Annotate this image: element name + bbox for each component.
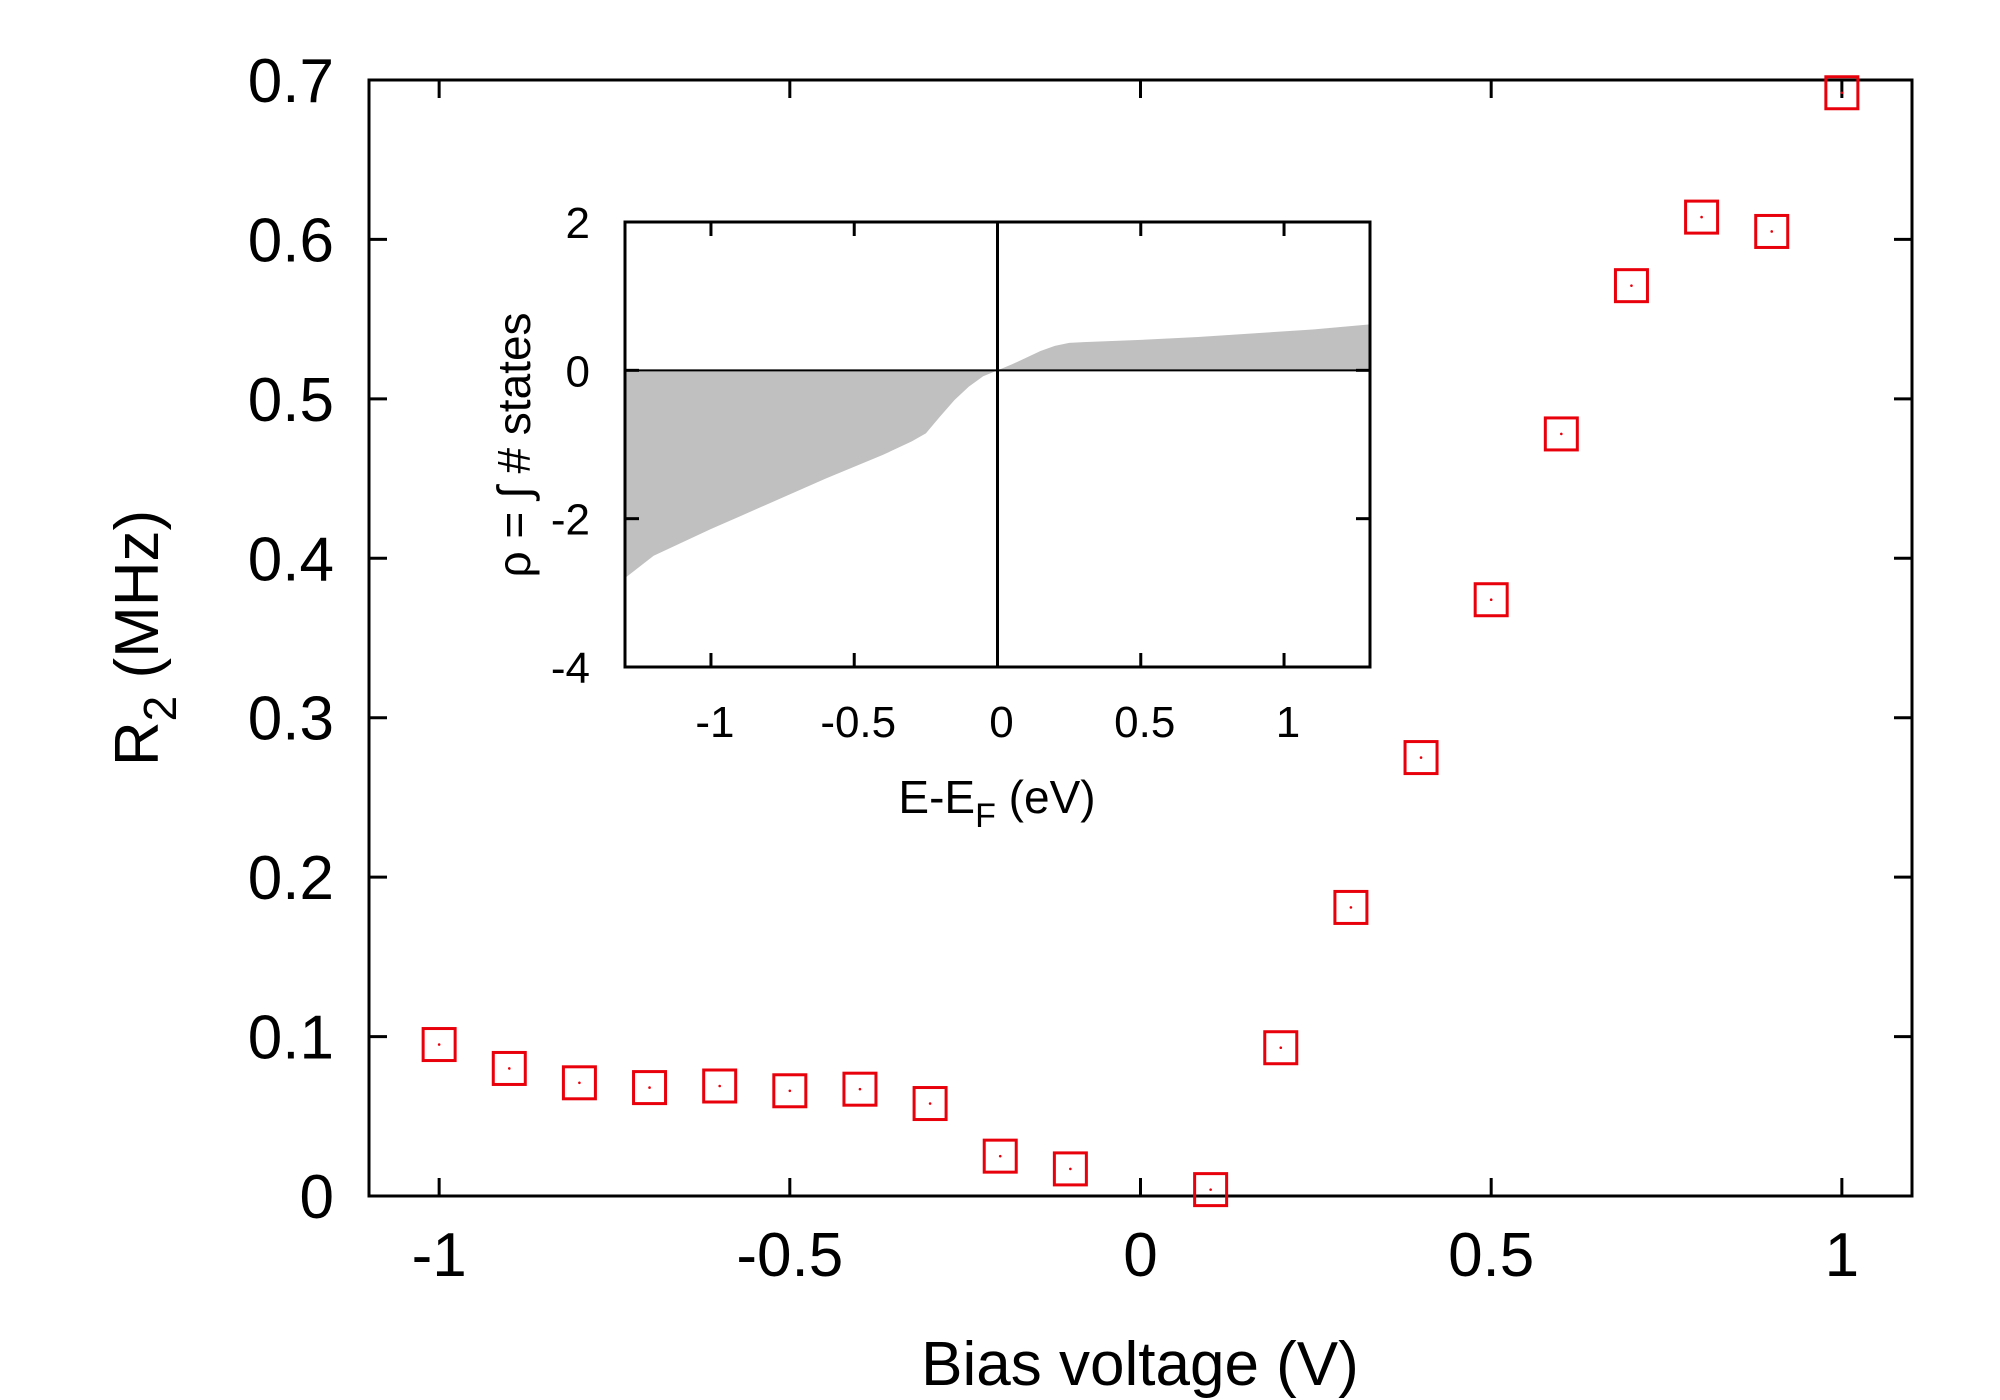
- data-point-center: [578, 1081, 581, 1085]
- main-x-tick-label: -1: [412, 1221, 467, 1290]
- inset-x-tick-label: -0.5: [820, 698, 896, 747]
- data-point: [1403, 740, 1439, 776]
- main-y-tick-label: 0.1: [248, 1004, 334, 1073]
- data-point: [632, 1070, 668, 1106]
- main-y-tick-label: 0.7: [248, 47, 334, 116]
- inset-x-axis-label: E-EF (eV): [898, 771, 1095, 835]
- data-point-center: [788, 1089, 792, 1093]
- data-point-marker: [772, 1073, 808, 1109]
- data-point: [1684, 199, 1720, 235]
- data-point-center: [718, 1084, 721, 1088]
- data-point-marker: [1403, 740, 1439, 776]
- data-point-marker: [1052, 1151, 1088, 1187]
- data-point: [491, 1050, 527, 1086]
- data-point-marker: [1824, 75, 1860, 111]
- data-point: [1824, 75, 1860, 111]
- data-point: [842, 1071, 878, 1107]
- data-point: [1754, 213, 1790, 249]
- data-point: [1193, 1172, 1229, 1208]
- data-point-marker: [702, 1068, 738, 1104]
- inset-data-area: [625, 222, 1370, 667]
- data-point-center: [998, 1154, 1002, 1158]
- data-point-center: [648, 1086, 651, 1089]
- main-y-tick-label: 0: [300, 1163, 334, 1232]
- data-point-center: [1209, 1188, 1212, 1191]
- data-point: [772, 1073, 808, 1109]
- main-y-axis-label: R2 (MHz): [103, 510, 186, 766]
- data-point-center: [1279, 1046, 1283, 1050]
- data-point-marker: [1193, 1172, 1229, 1208]
- main-tick-labels: 0 0.1 0.2 0.3 0.4 0.5 0.6 0.7 -1 -0.5 0 0.5 1: [248, 47, 1859, 1290]
- inset-x-tick-label: 0.5: [1114, 698, 1175, 747]
- data-point-marker: [1473, 582, 1509, 618]
- main-x-axis-label: Bias voltage (V): [921, 1330, 1359, 1399]
- main-plot: 0 0.1 0.2 0.3 0.4 0.5 0.6 0.7 -1 -0.5 0 0.5 1 Bias v…: [103, 47, 1914, 1399]
- data-point-marker: [982, 1138, 1018, 1174]
- data-point: [1052, 1151, 1088, 1187]
- data-point: [1543, 416, 1579, 452]
- data-point: [702, 1068, 738, 1104]
- data-point: [421, 1027, 457, 1063]
- main-x-tick-label: 0.5: [1448, 1221, 1534, 1290]
- data-point-marker: [912, 1086, 948, 1122]
- data-point-marker: [1543, 416, 1579, 452]
- main-x-tick-label: 0: [1123, 1221, 1157, 1290]
- data-point-center: [1419, 756, 1423, 759]
- data-point: [1263, 1030, 1299, 1066]
- inset-y-tick-label: -4: [551, 644, 590, 693]
- data-point-center: [1770, 230, 1774, 233]
- data-point-center: [928, 1102, 932, 1105]
- data-point: [1613, 268, 1649, 304]
- data-point-center: [1630, 284, 1633, 287]
- inset-plot: -4 -2 0 2 -1 -0.5 0 0.5 1 E-EF (eV) ρ = ∫ # stat…: [488, 199, 1372, 835]
- data-point: [912, 1086, 948, 1122]
- data-point-center: [1560, 432, 1563, 436]
- data-point-center: [1489, 598, 1493, 602]
- data-point-marker: [1333, 889, 1369, 925]
- inset-x-tick-label: 1: [1276, 698, 1300, 747]
- main-y-tick-label: 0.3: [248, 685, 334, 754]
- data-point-marker: [1263, 1030, 1299, 1066]
- inset-filled-area: [625, 324, 1370, 578]
- inset-x-tick-label: 0: [989, 698, 1013, 747]
- data-point-center: [507, 1067, 511, 1070]
- data-point-center: [1349, 906, 1353, 909]
- data-point: [1473, 582, 1509, 618]
- data-point-marker: [1754, 213, 1790, 249]
- main-y-tick-label: 0.5: [248, 366, 334, 435]
- data-point: [982, 1138, 1018, 1174]
- data-point-marker: [491, 1050, 527, 1086]
- main-y-tick-label: 0.6: [248, 206, 334, 275]
- data-point-marker: [1613, 268, 1649, 304]
- data-point-center: [437, 1043, 441, 1046]
- main-x-tick-label: -0.5: [736, 1221, 843, 1290]
- main-y-tick-label: 0.2: [248, 844, 334, 913]
- data-point: [561, 1065, 597, 1101]
- data-point-marker: [1684, 199, 1720, 235]
- data-point-marker: [632, 1070, 668, 1106]
- inset-x-tick-label: -1: [695, 698, 734, 747]
- inset-y-tick-label: 0: [566, 347, 590, 396]
- data-point-marker: [842, 1071, 878, 1107]
- inset-ticks: [625, 220, 1370, 669]
- inset-y-axis-label: ρ = ∫ # states: [488, 312, 540, 577]
- main-x-tick-label: 1: [1825, 1221, 1859, 1290]
- main-data-points: [421, 75, 1860, 1208]
- inset-y-tick-label: -2: [551, 496, 590, 545]
- data-point-center: [1700, 215, 1703, 219]
- main-y-tick-label: 0.4: [248, 525, 334, 594]
- inset-y-tick-label: 2: [566, 199, 590, 248]
- data-point-center: [858, 1087, 862, 1091]
- data-point-marker: [561, 1065, 597, 1101]
- data-point-marker: [421, 1027, 457, 1063]
- main-ticks: [369, 78, 1912, 1198]
- data-point-center: [1069, 1167, 1072, 1171]
- inset-tick-labels: -4 -2 0 2 -1 -0.5 0 0.5 1: [551, 199, 1300, 747]
- data-point-center: [1840, 91, 1844, 95]
- data-point: [1333, 889, 1369, 925]
